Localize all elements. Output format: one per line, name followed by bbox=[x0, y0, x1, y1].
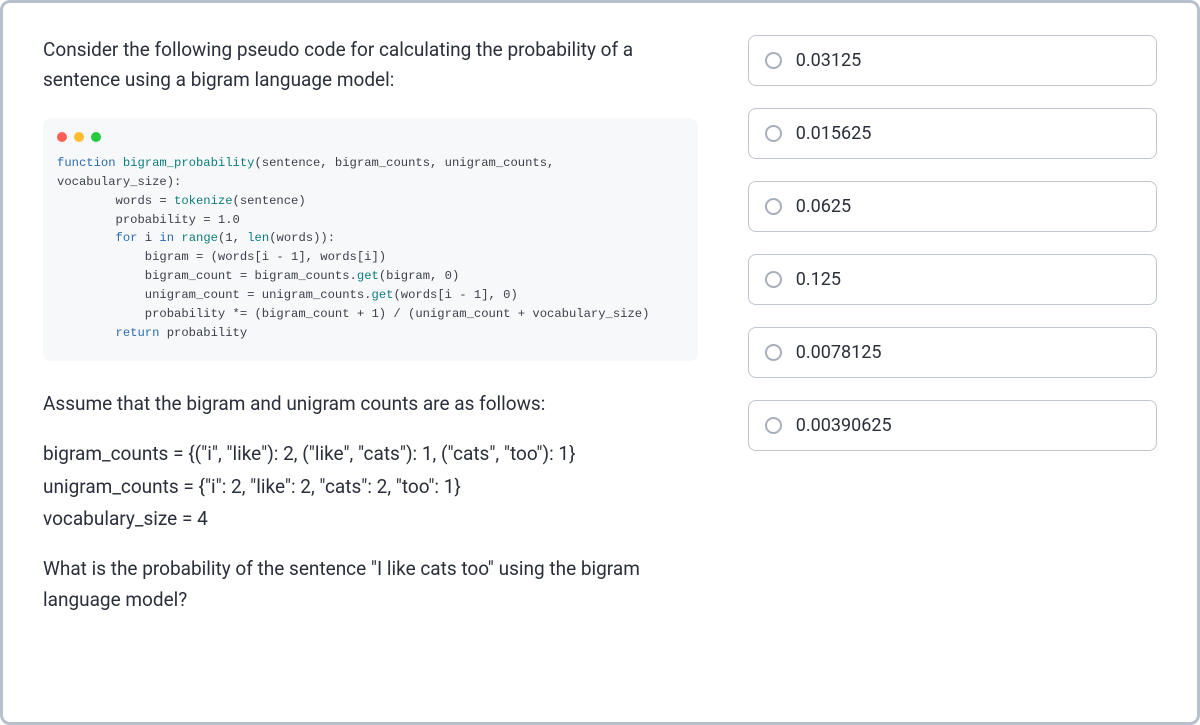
code-token: tokenize bbox=[174, 194, 233, 208]
answer-option-3[interactable]: 0.125 bbox=[748, 254, 1157, 305]
code-token: bigram = (words[i - 1], words[i]) bbox=[57, 250, 386, 264]
radio-icon bbox=[765, 344, 782, 361]
radio-icon bbox=[765, 417, 782, 434]
code-token: unigram_count = unigram_counts. bbox=[57, 288, 372, 302]
dot-green-icon bbox=[91, 132, 101, 142]
vocab-size-line: vocabulary_size = 4 bbox=[43, 504, 698, 534]
code-token: len bbox=[247, 231, 269, 245]
code-token: vocabulary_size): bbox=[57, 175, 181, 189]
answer-label: 0.0625 bbox=[796, 196, 851, 217]
answer-option-1[interactable]: 0.015625 bbox=[748, 108, 1157, 159]
code-token: probability = 1.0 bbox=[57, 213, 240, 227]
answer-option-5[interactable]: 0.00390625 bbox=[748, 400, 1157, 451]
radio-icon bbox=[765, 198, 782, 215]
answer-label: 0.125 bbox=[796, 269, 841, 290]
code-token: probability bbox=[159, 326, 247, 340]
dot-red-icon bbox=[57, 132, 67, 142]
code-token: (sentence, bigram_counts, unigram_counts… bbox=[254, 156, 554, 170]
answer-label: 0.0078125 bbox=[796, 342, 882, 363]
code-token: (bigram, 0) bbox=[379, 269, 459, 283]
code-token: get bbox=[372, 288, 394, 302]
window-dots bbox=[57, 132, 684, 142]
code-token: probability *= (bigram_count + 1) / (uni… bbox=[57, 307, 649, 321]
code-token: get bbox=[357, 269, 379, 283]
answers-column: 0.03125 0.015625 0.0625 0.125 0.0078125 … bbox=[748, 35, 1157, 690]
code-token: words = bbox=[57, 194, 174, 208]
code-token bbox=[57, 231, 116, 245]
answer-option-4[interactable]: 0.0078125 bbox=[748, 327, 1157, 378]
code-token: i bbox=[137, 231, 159, 245]
dot-yellow-icon bbox=[74, 132, 84, 142]
radio-icon bbox=[765, 125, 782, 142]
code-token: for bbox=[116, 231, 138, 245]
answer-label: 0.00390625 bbox=[796, 415, 892, 436]
code-token: (words)): bbox=[269, 231, 335, 245]
answer-option-2[interactable]: 0.0625 bbox=[748, 181, 1157, 232]
code-block: function bigram_probability(sentence, bi… bbox=[43, 118, 698, 361]
radio-icon bbox=[765, 271, 782, 288]
code-token: bigram_count = bigram_counts. bbox=[57, 269, 357, 283]
question-column: Consider the following pseudo code for c… bbox=[43, 35, 698, 690]
question-intro: Consider the following pseudo code for c… bbox=[43, 35, 698, 96]
code-token: return bbox=[116, 326, 160, 340]
bigram-counts-line: bigram_counts = {("i", "like"): 2, ("lik… bbox=[43, 439, 698, 469]
code-token: (sentence) bbox=[233, 194, 306, 208]
code-token: bigram_probability bbox=[116, 156, 255, 170]
code-token: (1, bbox=[218, 231, 247, 245]
code-token bbox=[57, 326, 116, 340]
radio-icon bbox=[765, 52, 782, 69]
code-token: function bbox=[57, 156, 116, 170]
answer-option-0[interactable]: 0.03125 bbox=[748, 35, 1157, 86]
answer-label: 0.03125 bbox=[796, 50, 861, 71]
final-question: What is the probability of the sentence … bbox=[43, 554, 698, 615]
answer-label: 0.015625 bbox=[796, 123, 872, 144]
quiz-container: Consider the following pseudo code for c… bbox=[0, 0, 1200, 725]
code-token: range bbox=[181, 231, 218, 245]
code-token: (words[i - 1], 0) bbox=[393, 288, 517, 302]
code-content: function bigram_probability(sentence, bi… bbox=[57, 154, 684, 343]
unigram-counts-line: unigram_counts = {"i": 2, "like": 2, "ca… bbox=[43, 472, 698, 502]
assume-text: Assume that the bigram and unigram count… bbox=[43, 389, 698, 419]
code-token: in bbox=[159, 231, 174, 245]
